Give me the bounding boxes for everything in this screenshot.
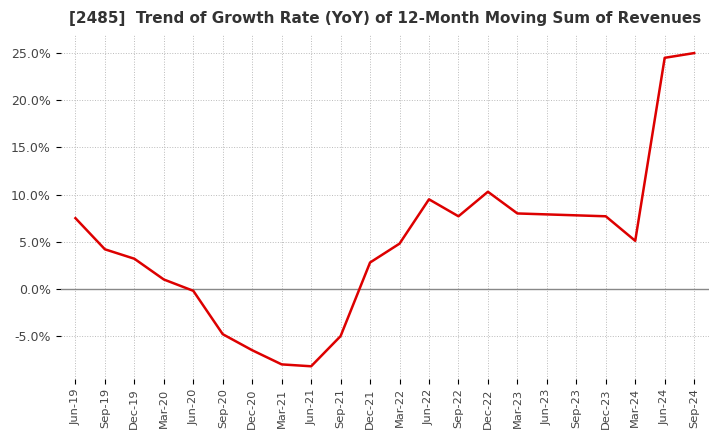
Title: [2485]  Trend of Growth Rate (YoY) of 12-Month Moving Sum of Revenues: [2485] Trend of Growth Rate (YoY) of 12-… [68, 11, 701, 26]
